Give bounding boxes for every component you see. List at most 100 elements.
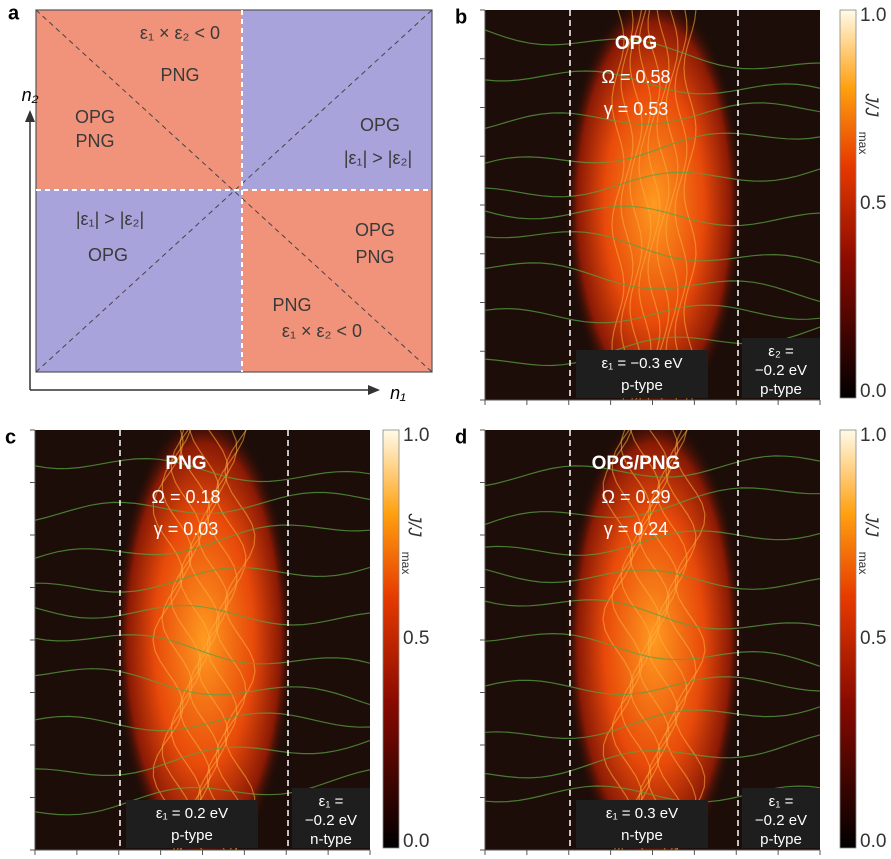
quadrant <box>36 190 242 372</box>
contour-line <box>485 568 820 590</box>
flow-line <box>656 430 688 850</box>
panel-a: a n₂ n₁ ε₁ × ε₂ < 0 PNG OPG PNG OPG |ε₁|… <box>8 2 433 403</box>
current-glow <box>564 10 744 400</box>
contour-line <box>485 706 820 740</box>
colorbar-label: J/J <box>861 92 881 117</box>
panel-title: OPG/PNG <box>592 453 681 474</box>
colorbar-label-sub: max <box>399 552 413 575</box>
condition: ε₁ × ε₂ < 0 <box>140 23 220 43</box>
colorbar-label-sub: max <box>856 552 870 575</box>
contour-line <box>485 676 820 696</box>
label-box <box>576 800 708 848</box>
flow-line <box>215 430 247 850</box>
arrow <box>25 110 35 122</box>
label-box <box>742 788 820 848</box>
flow-line <box>647 430 679 850</box>
current-glow <box>564 430 744 850</box>
colorbar-tick-label: 0.5 <box>860 193 886 214</box>
colorbar-tick-label: 0.5 <box>860 628 886 649</box>
axis-label: n₁ <box>390 383 406 403</box>
lead-label: ε₁ = <box>319 793 344 810</box>
label-box <box>576 350 708 398</box>
contour-line <box>485 168 820 198</box>
colorbar-tick-label: 1.0 <box>860 5 886 26</box>
lead-label: p-type <box>760 381 802 398</box>
colorbar-tick-label: 0.0 <box>860 381 886 402</box>
omega: Ω = 0.58 <box>601 67 670 87</box>
colorbar-tick-label: 0.0 <box>403 831 429 852</box>
contour-line <box>485 599 820 630</box>
contour-line <box>485 29 820 70</box>
current-glow <box>114 430 294 850</box>
regime: PNG <box>75 131 114 151</box>
colorbar-label-sub: max <box>856 132 870 155</box>
flow-line <box>602 430 634 850</box>
condition: ε₁ × ε₂ < 0 <box>282 321 362 341</box>
contour-line <box>485 205 820 227</box>
flow-line <box>611 430 643 850</box>
flow-line <box>620 10 634 400</box>
flow-line <box>152 430 184 850</box>
flow-line <box>638 430 670 850</box>
lead-label: ε₂ = <box>768 343 794 360</box>
lead-label: −0.2 eV <box>755 362 807 379</box>
flow-line <box>197 430 229 850</box>
contour-line <box>485 262 820 303</box>
contour-line <box>35 566 370 593</box>
contour-line <box>485 487 820 526</box>
quadrant <box>36 10 242 190</box>
contour-line <box>485 530 820 556</box>
panel-c: c PNG Ω = 0.18 γ = 0.03 ε₁ = 0.2 eV p-type ε₁ … <box>5 425 429 855</box>
panel-label: b <box>455 6 467 28</box>
regime: OPG <box>88 245 128 265</box>
colorbar-label: J/J <box>404 512 424 537</box>
lead-label: p-type <box>621 377 663 394</box>
contour-line <box>35 524 370 559</box>
regime: OPG <box>75 107 115 127</box>
axis-label: n₂ <box>22 85 39 105</box>
gamma: γ = 0.53 <box>604 99 669 119</box>
contour-line <box>485 70 820 95</box>
panel-label: a <box>8 2 20 24</box>
omega: Ω = 0.29 <box>601 487 670 507</box>
lead-label: n-type <box>310 831 352 848</box>
flow-line <box>665 10 679 400</box>
flow-line <box>647 10 661 400</box>
contour-line <box>485 455 820 487</box>
current-map <box>485 430 820 850</box>
flow-line <box>224 430 256 850</box>
flow-line <box>665 430 697 850</box>
omega: Ω = 0.18 <box>151 487 220 507</box>
condition: |ε₁| > |ε₂| <box>344 148 412 168</box>
flow-line <box>170 430 202 850</box>
contour-line <box>35 634 370 665</box>
lead-label: ε₁ = <box>769 793 794 810</box>
lead-label: ε₁ = 0.3 eV <box>606 805 678 822</box>
current-map <box>35 430 370 850</box>
contour-line <box>35 668 370 706</box>
regime: OPG <box>360 115 400 135</box>
panel-title: OPG <box>615 33 657 54</box>
lead-label: p-type <box>171 827 213 844</box>
panel-label: c <box>5 426 16 448</box>
gamma: γ = 0.24 <box>604 519 669 539</box>
contour-line <box>35 769 370 816</box>
flow-line <box>674 10 688 400</box>
lead-label: ε₁ = −0.3 eV <box>602 355 683 372</box>
flow-line <box>629 10 643 400</box>
contour-line <box>485 304 820 324</box>
contour-line <box>485 132 820 164</box>
arrow <box>368 385 380 395</box>
panel-title: PNG <box>165 453 206 474</box>
contour-line <box>485 734 820 779</box>
flow-line <box>638 10 652 400</box>
contour-line <box>35 712 370 732</box>
regime: PNG <box>160 65 199 85</box>
colorbar-label: J/J <box>861 512 881 537</box>
label-box <box>292 788 370 848</box>
contour-line <box>485 102 820 129</box>
regime: PNG <box>355 247 394 267</box>
regime: OPG <box>355 220 395 240</box>
colorbar-tick-label: 0.5 <box>403 628 429 649</box>
